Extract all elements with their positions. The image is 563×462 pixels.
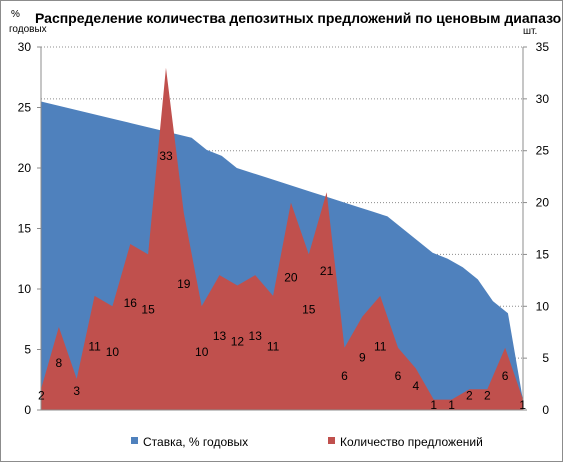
- data-label: 6: [502, 369, 509, 383]
- left-axis-unit-line1: %: [11, 9, 20, 20]
- right-tick-label: 0: [542, 403, 549, 417]
- data-label: 1: [430, 398, 437, 412]
- left-axis-ticks: 0 5 10 15 20 25 30: [18, 40, 41, 417]
- left-tick-label: 0: [24, 403, 31, 417]
- data-label: 10: [106, 345, 120, 359]
- left-tick-label: 15: [18, 222, 32, 236]
- data-label: 13: [213, 329, 227, 343]
- data-label: 19: [177, 277, 191, 291]
- right-tick-label: 25: [536, 144, 550, 158]
- data-label: 11: [374, 340, 387, 354]
- data-label: 1: [448, 398, 455, 412]
- chart-title: Распределение количества депозитных пред…: [35, 10, 562, 26]
- legend-label-rate: Ставка, % годовых: [143, 435, 248, 449]
- data-label: 11: [267, 340, 280, 354]
- data-label: 4: [413, 379, 420, 393]
- left-tick-label: 5: [24, 343, 31, 357]
- data-label: 20: [284, 270, 298, 284]
- left-tick-label: 25: [18, 101, 32, 115]
- data-label: 6: [395, 369, 402, 383]
- right-tick-label: 15: [536, 247, 550, 261]
- legend-swatch-rate: [131, 437, 138, 444]
- data-label: 2: [484, 388, 491, 402]
- left-axis-unit-line2: годовых: [9, 24, 47, 35]
- left-tick-label: 20: [18, 161, 32, 175]
- area-series-count: [41, 67, 523, 411]
- data-label: 15: [141, 303, 155, 317]
- right-axis-ticks: 0 5 10 15 20 25 30 35: [523, 40, 549, 417]
- data-label: 16: [124, 296, 138, 310]
- data-label: 11: [88, 340, 101, 354]
- data-label: 2: [38, 388, 45, 402]
- left-tick-label: 10: [18, 282, 32, 296]
- data-label: 1: [519, 398, 526, 412]
- data-label: 15: [302, 303, 316, 317]
- data-label: 3: [73, 384, 80, 398]
- legend: Ставка, % годовых Количество предложений: [131, 435, 483, 449]
- right-tick-label: 30: [536, 92, 550, 106]
- right-tick-label: 5: [542, 351, 549, 365]
- left-tick-label: 30: [18, 40, 32, 54]
- data-label: 13: [249, 329, 263, 343]
- right-tick-label: 20: [536, 196, 550, 210]
- legend-swatch-count: [328, 437, 335, 444]
- data-label: 8: [56, 356, 63, 370]
- right-tick-label: 10: [536, 299, 550, 313]
- right-tick-label: 35: [536, 40, 550, 54]
- right-axis-unit: шт.: [523, 26, 537, 37]
- data-label: 9: [359, 351, 366, 365]
- data-label: 10: [195, 345, 209, 359]
- data-label: 33: [159, 149, 173, 163]
- data-label: 2: [466, 388, 473, 402]
- legend-label-count: Количество предложений: [340, 435, 483, 449]
- data-label: 12: [231, 334, 245, 348]
- data-label: 6: [341, 369, 348, 383]
- data-label: 21: [320, 264, 334, 278]
